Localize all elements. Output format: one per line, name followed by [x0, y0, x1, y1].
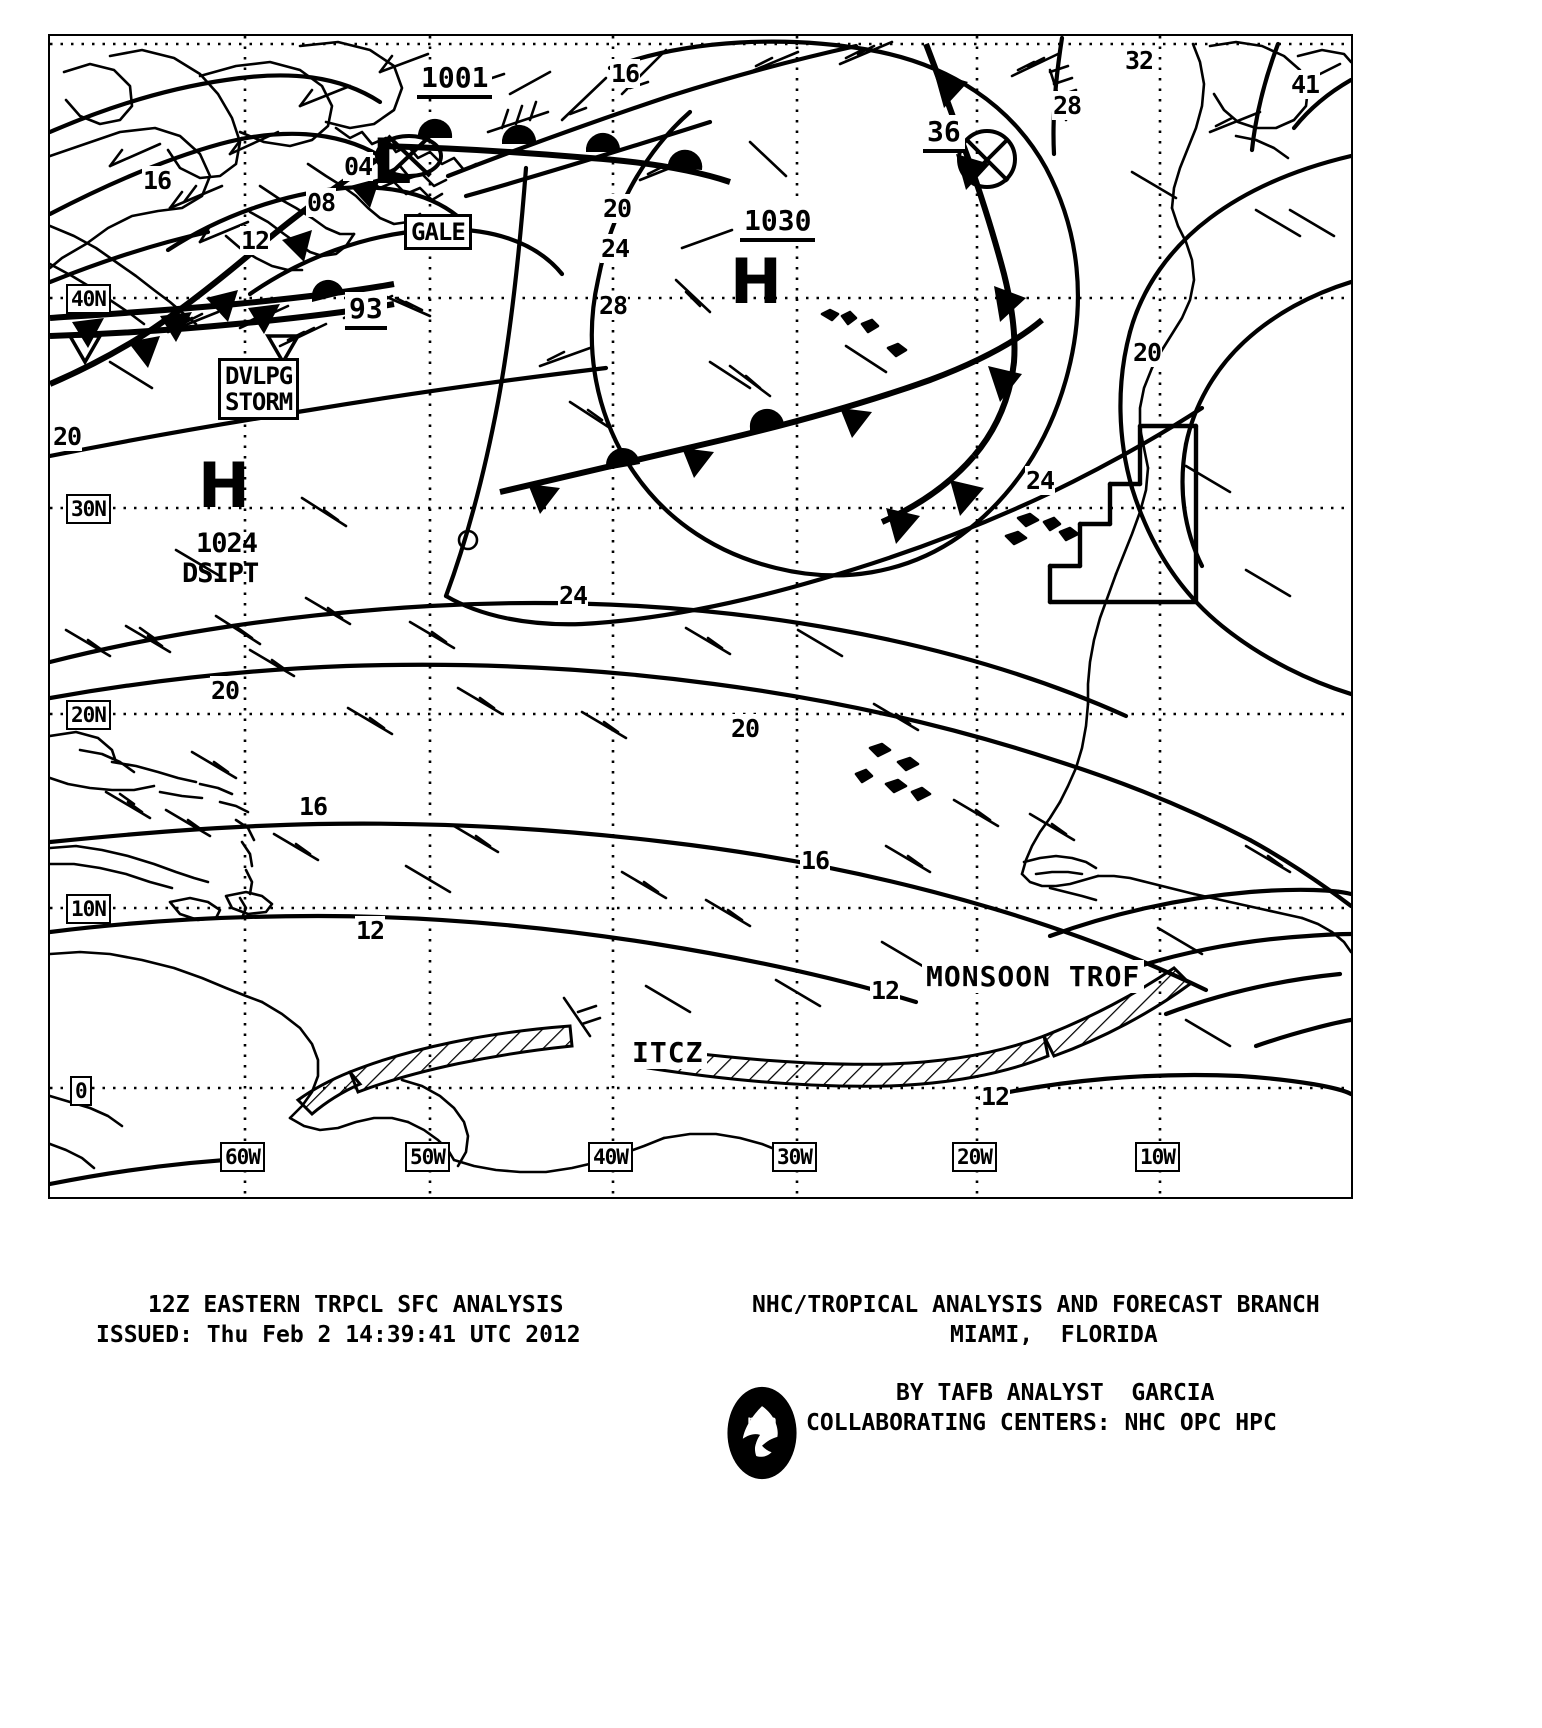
isobar-contours	[50, 36, 1351, 1187]
pressure-label-993: 93	[345, 292, 387, 330]
lon-label-20w: 20W	[952, 1142, 997, 1172]
contour-label: 41	[1290, 70, 1320, 99]
high-center-symbol: H	[730, 245, 782, 318]
footer-location: MIAMI, FLORIDA	[950, 1322, 1158, 1348]
itcz-label: ITCZ	[628, 1036, 708, 1069]
open-triangle-symbol	[66, 334, 302, 366]
contour-label: 12	[240, 226, 270, 255]
lon-label-50w: 50W	[405, 1142, 450, 1172]
lat-label-10n: 10N	[66, 894, 111, 924]
lat-label-0: 0	[70, 1076, 92, 1106]
contour-label: 12	[870, 976, 900, 1005]
noaa-logo-text: noaa	[748, 1414, 777, 1426]
contour-label: 08	[306, 188, 336, 217]
stationary-front-atlantic	[499, 317, 1044, 495]
contour-label: 16	[800, 846, 830, 875]
dvlpg-storm-box: DVLPG STORM	[218, 358, 300, 420]
contour-label: 20	[602, 194, 632, 223]
monsoon-trof-label: MONSOON TROF	[922, 960, 1145, 993]
contour-label: 20	[210, 676, 240, 705]
contour-label: 24	[558, 581, 588, 610]
contour-label: 12	[355, 916, 385, 945]
high-value-1024: 1024	[196, 528, 258, 559]
lon-label-40w: 40W	[588, 1142, 633, 1172]
low-center-symbol: L	[372, 125, 412, 198]
footer-issued: ISSUED: Thu Feb 2 14:39:41 UTC 2012	[96, 1322, 581, 1348]
contour-label: 24	[1025, 466, 1055, 495]
surface-analysis-map: 40N 30N 20N 10N 0 60W 50W 40W 30W 20W 10…	[48, 34, 1353, 1199]
contour-label: 20	[1132, 338, 1162, 367]
contour-label: 16	[142, 166, 172, 195]
lat-label-30n: 30N	[66, 494, 111, 524]
gale-warning-box: GALE	[404, 214, 472, 250]
footer-branch: NHC/TROPICAL ANALYSIS AND FORECAST BRANC…	[752, 1292, 1320, 1318]
low-cross-marker	[375, 134, 443, 178]
contour-label: 20	[52, 422, 82, 451]
contour-label: 28	[1052, 91, 1082, 120]
footer-analyst: BY TAFB ANALYST GARCIA	[896, 1380, 1215, 1406]
footer-title: 12Z EASTERN TRPCL SFC ANALYSIS	[148, 1292, 564, 1318]
lat-label-40n: 40N	[66, 284, 111, 314]
contour-label: 32	[1124, 46, 1154, 75]
itcz-band	[295, 966, 1193, 1117]
lon-label-30w: 30W	[772, 1142, 817, 1172]
chart-footer: 12Z EASTERN TRPCL SFC ANALYSIS ISSUED: T…	[0, 1270, 1542, 1728]
low-center-marker	[957, 129, 1017, 189]
high-note-dsipt: DSIPT	[182, 558, 259, 589]
stationary-front-symbols	[528, 408, 872, 514]
warm-front-bumps	[418, 118, 703, 170]
footer-collaborators: COLLABORATING CENTERS: NHC OPC HPC	[806, 1410, 1277, 1436]
contour-label: 16	[610, 59, 640, 88]
lon-label-10w: 10W	[1135, 1142, 1180, 1172]
pressure-label-1001: 1001	[417, 61, 493, 99]
contour-label: 12	[980, 1082, 1010, 1111]
cold-front-east-barbs	[886, 72, 1026, 544]
contour-label: 04	[343, 152, 373, 181]
pressure-label-1030: 1030	[740, 204, 816, 242]
contour-label: 28	[598, 291, 628, 320]
contour-label: 20	[730, 714, 760, 743]
occluded-front-nw-symbols	[72, 279, 344, 348]
map-graphics	[50, 36, 1351, 1197]
pressure-label-36: 36	[923, 115, 965, 153]
contour-label: 24	[600, 234, 630, 263]
lon-label-60w: 60W	[220, 1142, 265, 1172]
high-center-symbol: H	[198, 449, 250, 522]
noaa-logo-icon: noaa	[727, 1386, 797, 1480]
lat-label-20n: 20N	[66, 700, 111, 730]
contour-label: 16	[298, 792, 328, 821]
